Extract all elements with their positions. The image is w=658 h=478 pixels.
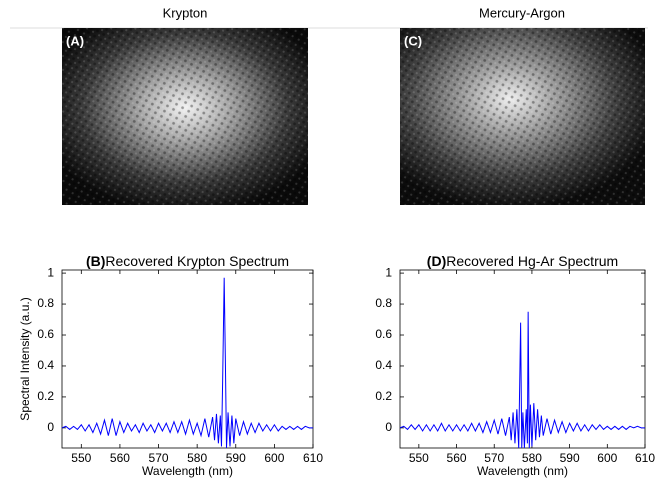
plot-frame xyxy=(399,269,646,449)
chart-title: (B)Recovered Krypton Spectrum xyxy=(86,253,289,269)
x-tick-label: 570 xyxy=(484,451,504,465)
plot-frame xyxy=(61,269,314,449)
chart-title: (D)Recovered Hg-Ar Spectrum xyxy=(427,253,618,269)
y-tick-label: 0.2 xyxy=(375,389,392,403)
x-tick-label: 590 xyxy=(226,451,246,465)
x-tick-label: 580 xyxy=(522,451,542,465)
y-tick-label: 0 xyxy=(47,420,54,434)
x-tick-label: 580 xyxy=(187,451,207,465)
y-tick-label: 1 xyxy=(385,265,392,279)
title-text: Recovered Hg-Ar Spectrum xyxy=(446,253,618,269)
x-tick-label: 590 xyxy=(560,451,580,465)
x-tick-label: 610 xyxy=(303,451,323,465)
x-tick-label: 560 xyxy=(110,451,130,465)
y-tick-label: 0.6 xyxy=(375,327,392,341)
image-label: (C) xyxy=(404,33,422,48)
y-tick-label: 0.8 xyxy=(375,296,392,310)
image-c xyxy=(400,28,645,205)
x-axis-label: Wavelength (nm) xyxy=(142,464,233,478)
y-tick-label: 1 xyxy=(47,265,54,279)
x-tick-label: 560 xyxy=(447,451,467,465)
x-tick-label: 600 xyxy=(264,451,284,465)
x-axis-label: Wavelength (nm) xyxy=(477,464,568,478)
x-tick-label: 610 xyxy=(635,451,655,465)
spectrum-line xyxy=(399,311,645,449)
image-label: (A) xyxy=(66,33,84,48)
y-tick-label: 0.2 xyxy=(37,389,54,403)
image-title: Mercury-Argon xyxy=(479,5,565,20)
spectrum-line xyxy=(61,277,313,449)
image-a xyxy=(62,28,308,205)
y-tick-label: 0.6 xyxy=(37,327,54,341)
x-tick-label: 550 xyxy=(409,451,429,465)
y-tick-label: 0.8 xyxy=(37,296,54,310)
panel-label: (D) xyxy=(427,253,446,269)
title-text: Recovered Krypton Spectrum xyxy=(105,253,289,269)
panel-label: (B) xyxy=(86,253,105,269)
y-tick-label: 0 xyxy=(385,420,392,434)
x-tick-label: 570 xyxy=(149,451,169,465)
y-axis-label: Spectral Intensity (a.u.) xyxy=(18,297,32,420)
x-tick-label: 600 xyxy=(597,451,617,465)
y-tick-label: 0.4 xyxy=(375,358,392,372)
image-title: Krypton xyxy=(163,5,208,20)
y-tick-label: 0.4 xyxy=(37,358,54,372)
x-tick-label: 550 xyxy=(71,451,91,465)
